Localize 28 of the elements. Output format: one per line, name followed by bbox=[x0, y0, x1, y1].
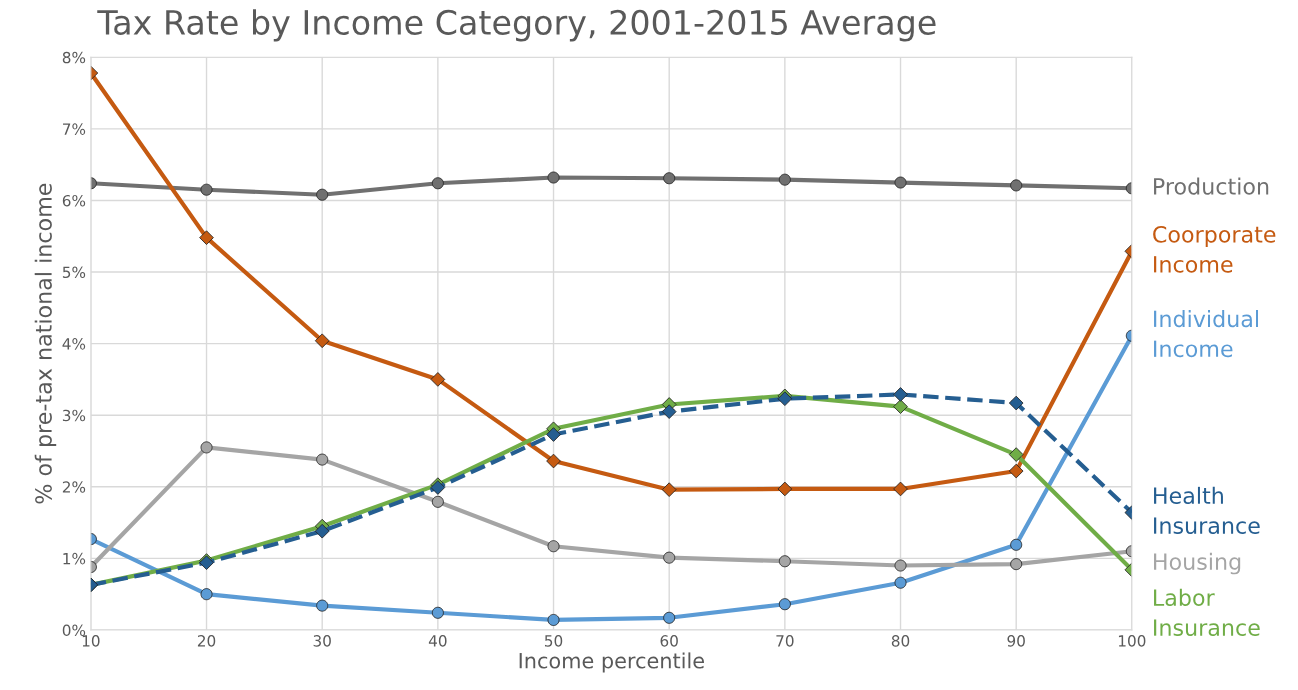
x-tick-label: 60 bbox=[660, 635, 678, 647]
y-tick-label: 2% bbox=[62, 481, 86, 493]
series-label: Labor Insurance bbox=[1154, 588, 1260, 636]
y-tick-label: 8% bbox=[62, 51, 86, 64]
y-tick-label: 1% bbox=[63, 552, 86, 565]
x-tick-label: 10 bbox=[82, 635, 100, 647]
y-axis-title: % of pre-tax national income bbox=[34, 183, 57, 504]
y-tick-label: 3% bbox=[62, 409, 86, 422]
x-tick-label: 100 bbox=[1118, 635, 1146, 647]
x-axis-title: Income percentile bbox=[519, 652, 704, 673]
y-tick-label: 6% bbox=[62, 194, 86, 207]
y-tick-label: 5% bbox=[62, 266, 86, 279]
chart-title: Tax Rate by Income Category, 2001-2015 Average bbox=[97, 9, 936, 42]
y-tick-label: 7% bbox=[63, 123, 86, 135]
y-tick-label: 4% bbox=[62, 338, 86, 350]
x-tick-label: 20 bbox=[197, 635, 216, 647]
series-label: Health Insurance bbox=[1154, 486, 1260, 534]
x-tick-label: 50 bbox=[544, 635, 563, 647]
series-label: Coorporate Income bbox=[1153, 225, 1276, 273]
series-label: Individual Income bbox=[1154, 310, 1258, 358]
series-label: Production bbox=[1154, 177, 1269, 195]
x-tick-label: 30 bbox=[313, 635, 331, 647]
y-tick-label: 0% bbox=[62, 624, 86, 636]
x-tick-label: 90 bbox=[1007, 635, 1025, 647]
series-label: Housing bbox=[1154, 552, 1241, 575]
x-tick-label: 40 bbox=[428, 635, 447, 647]
x-tick-label: 70 bbox=[776, 635, 794, 647]
x-tick-label: 80 bbox=[891, 635, 910, 647]
